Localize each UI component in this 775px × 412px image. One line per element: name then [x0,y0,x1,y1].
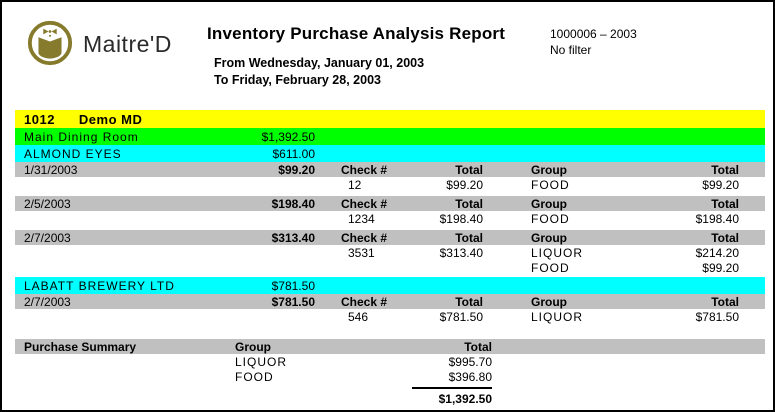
group-name: FOOD [531,260,570,275]
group-name: FOOD [531,177,570,192]
total-header: Total [711,162,739,177]
total-header: Total [711,196,739,211]
check-header: Check # [341,162,388,177]
purchase-value-row: 1234 $198.40 FOOD $198.40 [15,211,765,226]
purchase-header-row: 2/5/2003 $198.40 Check # Total Group Tot… [15,196,765,211]
purchase-amount: $313.40 [271,230,315,245]
supplier-total: $781.50 [271,278,315,293]
purchase-value-row: 3531 $313.40 LIQUOR $214.20 [15,245,765,260]
purchase-date: 1/31/2003 [24,162,78,177]
check-header: Check # [341,230,388,245]
group-total: $214.20 [695,245,739,260]
check-header: Check # [341,294,388,309]
brand-name: Maitre'D [83,31,172,57]
summary-group-name: FOOD [235,369,274,384]
purchase-header-row: 2/7/2003 $313.40 Check # Total Group Tot… [15,230,765,245]
total-header: Total [455,162,483,177]
total-header: Total [455,230,483,245]
location-total: $1,392.50 [261,129,315,144]
report-meta: 1000006 – 2003 No filter [550,26,637,58]
check-number: 12 [348,177,362,192]
group-name: FOOD [531,211,570,226]
check-number: 3531 [348,245,375,260]
check-total: $313.40 [439,245,483,260]
purchase-header-row: 1/31/2003 $99.20 Check # Total Group Tot… [15,162,765,177]
supplier-band: LABATT BREWERY LTD $781.50 [15,277,765,294]
supplier-name: LABATT BREWERY LTD [24,278,175,293]
maitred-logo-icon [26,19,74,67]
total-header: Total [455,294,483,309]
report-title: Inventory Purchase Analysis Report [207,24,506,43]
summary-group-header: Group [235,339,271,354]
check-total: $781.50 [439,309,483,324]
group-name: LIQUOR [531,309,584,324]
supplier-total: $611.00 [272,146,316,161]
period-from: From Wednesday, January 01, 2003 [214,56,425,70]
purchase-value-row: 12 $99.20 FOOD $99.20 [15,177,765,192]
purchase-amount: $781.50 [271,294,315,309]
group-total: $99.20 [702,177,739,192]
check-total: $198.40 [439,211,483,226]
grand-total: $1,392.50 [412,387,492,406]
period-to: To Friday, February 28, 2003 [214,73,381,87]
location-band: Main Dining Room $1,392.50 [15,128,765,145]
total-header: Total [711,230,739,245]
summary-group-name: LIQUOR [235,354,288,369]
summary-row: FOOD $396.80 [15,369,765,384]
store-band: 1012 Demo MD [15,110,765,128]
group-header: Group [531,162,567,177]
purchase-date: 2/5/2003 [24,196,71,211]
purchase-header-row: 2/7/2003 $781.50 Check # Total Group Tot… [15,294,765,309]
location-name: Main Dining Room [24,129,139,144]
group-name: LIQUOR [531,245,584,260]
group-total: $99.20 [702,260,739,275]
purchase-group-row: FOOD $99.20 [15,260,765,275]
report-body: 1012 Demo MD Main Dining Room $1,392.50 A… [2,110,773,406]
purchase-date: 2/7/2003 [24,294,71,309]
group-header: Group [531,230,567,245]
summary-group-total: $995.70 [448,354,492,369]
purchase-amount: $198.40 [271,196,315,211]
purchase-date: 2/7/2003 [24,230,71,245]
check-header: Check # [341,196,388,211]
store-name: Demo MD [78,111,143,127]
check-number: 546 [348,309,369,324]
summary-group-total: $396.80 [448,369,492,384]
group-total: $198.40 [695,211,739,226]
group-header: Group [531,294,567,309]
supplier-name: ALMOND EYES [24,146,122,161]
group-header: Group [531,196,567,211]
summary-header-row: Purchase Summary Group Total [15,339,765,354]
report-filter: No filter [550,43,592,57]
summary-title: Purchase Summary [24,339,137,354]
check-number: 1234 [348,211,375,226]
purchase-value-row: 546 $781.50 LIQUOR $781.50 [15,309,765,324]
store-number: 1012 [24,111,55,127]
group-total: $781.50 [695,309,739,324]
purchase-amount: $99.20 [278,162,315,177]
summary-total-header: Total [464,339,492,354]
check-total: $99.20 [446,177,483,192]
summary-grand-total-row: $1,392.50 [15,387,765,406]
summary-row: LIQUOR $995.70 [15,354,765,369]
report-id: 1000006 – 2003 [550,27,637,41]
total-header: Total [455,196,483,211]
supplier-band: ALMOND EYES $611.00 [15,145,765,162]
total-header: Total [711,294,739,309]
